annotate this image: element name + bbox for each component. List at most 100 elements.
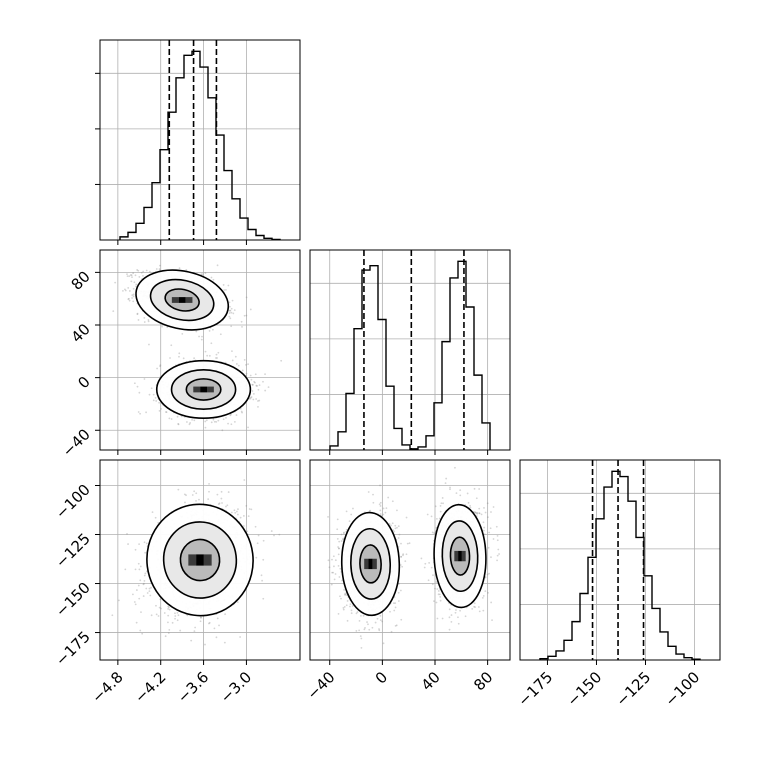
scatter-point	[364, 627, 366, 629]
scatter-point	[201, 335, 203, 338]
scatter-point	[198, 335, 200, 338]
scatter-point	[372, 501, 375, 504]
histogram-step	[329, 260, 491, 450]
density-panel	[310, 460, 510, 660]
scatter-point	[391, 500, 394, 503]
scatter-point	[264, 389, 267, 392]
scatter-point	[179, 629, 182, 632]
scatter-point	[139, 629, 142, 632]
scatter-point	[204, 643, 206, 646]
scatter-point	[278, 533, 281, 536]
scatter-point	[207, 498, 210, 501]
scatter-point	[342, 537, 345, 540]
scatter-point	[241, 411, 243, 414]
scatter-point	[242, 525, 245, 527]
scatter-point	[273, 534, 275, 537]
scatter-point	[150, 387, 153, 390]
scatter-point	[133, 281, 136, 284]
scatter-point	[200, 616, 202, 619]
scatter-point	[176, 415, 179, 418]
scatter-point	[200, 616, 202, 619]
scatter-point	[379, 501, 382, 504]
scatter-point	[216, 617, 219, 620]
scatter-point	[177, 488, 180, 491]
density-core	[200, 386, 207, 393]
scatter-point	[327, 516, 329, 518]
scatter-point	[230, 413, 232, 416]
scatter-point	[167, 614, 170, 617]
scatter-point	[348, 520, 351, 523]
scatter-point	[136, 312, 139, 315]
scatter-point	[391, 522, 394, 525]
scatter-point	[124, 568, 127, 571]
scatter-point	[250, 508, 253, 511]
scatter-point	[257, 400, 259, 402]
scatter-point	[132, 295, 135, 298]
scatter-point	[169, 357, 171, 359]
histogram-step	[119, 50, 281, 240]
scatter-point	[208, 482, 210, 485]
scatter-point	[136, 313, 139, 316]
scatter-point	[358, 629, 361, 632]
scatter-point	[143, 378, 146, 380]
scatter-point	[220, 497, 223, 500]
scatter-point	[212, 278, 215, 281]
scatter-point	[143, 580, 146, 582]
scatter-point	[257, 534, 260, 537]
scatter-point	[254, 525, 257, 528]
scatter-point	[340, 540, 343, 542]
scatter-point	[231, 299, 234, 302]
scatter-point	[241, 325, 243, 328]
scatter-point	[378, 503, 381, 506]
scatter-point	[346, 619, 349, 622]
scatter-point	[147, 320, 150, 323]
scatter-point	[210, 421, 213, 424]
scatter-point	[210, 342, 213, 345]
scatter-point	[155, 400, 158, 402]
scatter-point	[156, 367, 158, 370]
scatter-point	[241, 369, 244, 372]
scatter-point	[338, 576, 341, 578]
scatter-point	[154, 516, 157, 519]
scatter-point	[148, 393, 151, 396]
scatter-point	[235, 510, 238, 513]
scatter-point	[399, 564, 402, 566]
scatter-point	[218, 624, 220, 627]
scatter-point	[400, 618, 403, 621]
scatter-point	[159, 365, 162, 368]
scatter-point	[145, 587, 148, 590]
scatter-point	[135, 283, 138, 286]
scatter-point	[145, 411, 147, 414]
scatter-point	[216, 264, 219, 267]
scatter-point	[157, 615, 160, 617]
scatter-point	[230, 423, 233, 426]
scatter-point	[130, 274, 133, 277]
scatter-point	[280, 359, 283, 362]
scatter-point	[267, 386, 270, 389]
scatter-point	[170, 344, 173, 347]
scatter-point	[212, 418, 215, 421]
density-core	[178, 297, 186, 303]
panel-frame	[99, 459, 301, 661]
scatter-point	[242, 515, 245, 517]
scatter-point	[225, 416, 227, 419]
scatter-point	[131, 297, 133, 299]
scatter-point	[137, 584, 140, 587]
scatter-point	[251, 383, 254, 386]
scatter-point	[390, 630, 393, 633]
scatter-point	[255, 398, 258, 400]
scatter-point	[228, 315, 231, 318]
scatter-point	[255, 384, 258, 387]
scatter-point	[264, 373, 266, 376]
scatter-point	[155, 268, 158, 270]
scatter-point	[256, 385, 258, 387]
scatter-point	[159, 598, 162, 601]
scatter-point	[112, 310, 115, 313]
scatter-point	[374, 621, 377, 624]
scatter-point	[154, 397, 157, 399]
scatter-point	[245, 296, 248, 299]
scatter-point	[146, 592, 149, 594]
scatter-point	[158, 409, 161, 412]
scatter-point	[193, 490, 196, 493]
scatter-point	[111, 614, 114, 617]
